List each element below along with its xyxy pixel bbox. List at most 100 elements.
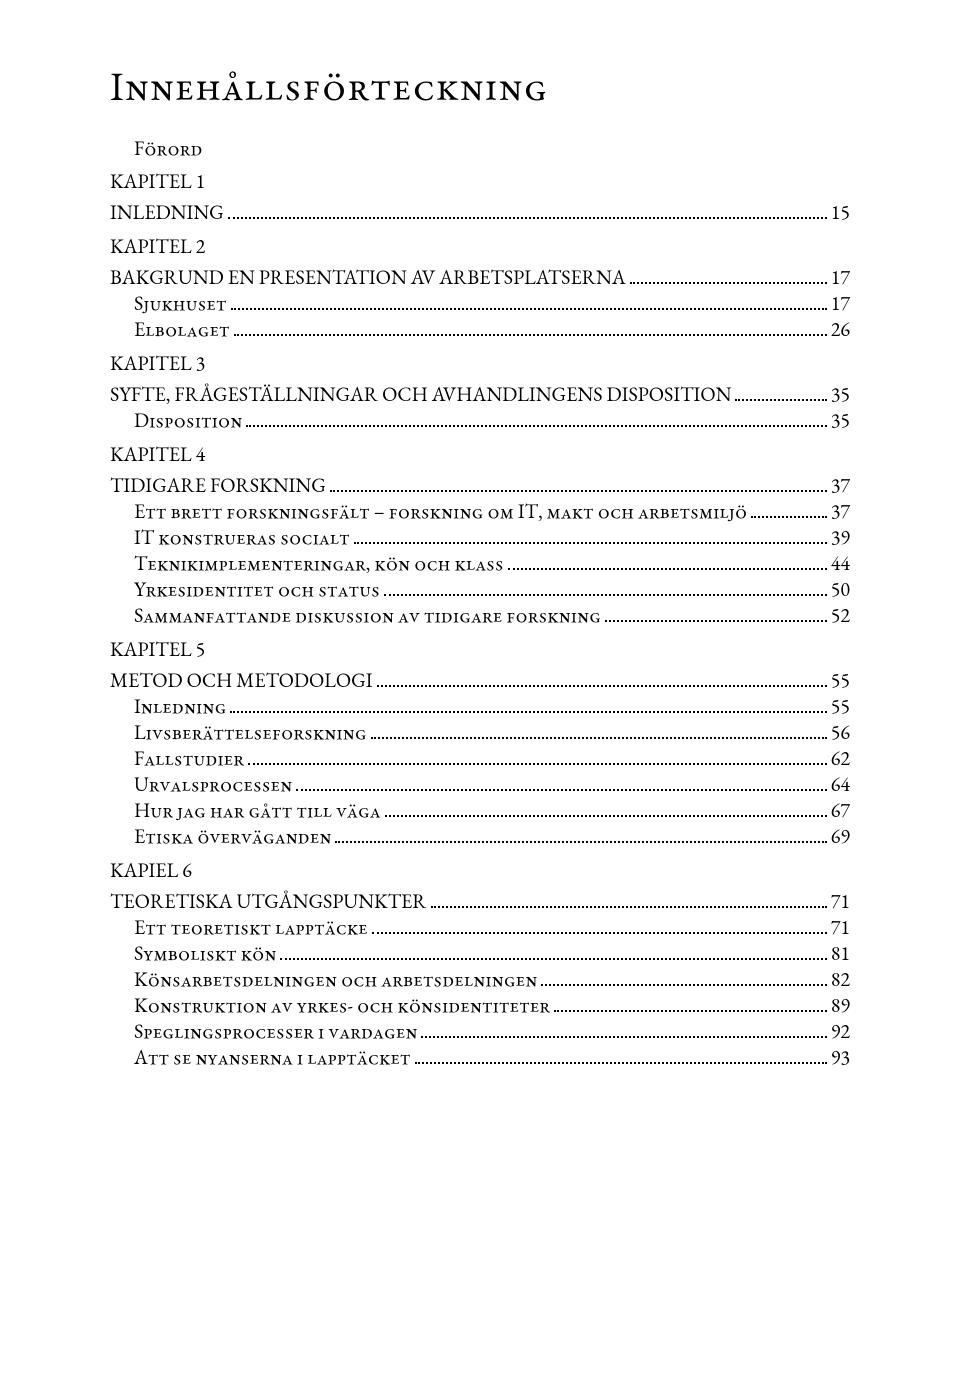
toc-entry: Yrkesidentitet och status 50 bbox=[134, 579, 850, 600]
toc-entry-page: 50 bbox=[831, 579, 850, 599]
toc-entry: Ett brett forskningsfält – forskning om … bbox=[134, 501, 850, 522]
toc-leader bbox=[371, 724, 827, 739]
toc-entry-page: 15 bbox=[831, 202, 850, 222]
toc-entry-label: KAPITEL 4 bbox=[110, 444, 205, 464]
toc-entry-label: TEORETISKA UTGÅNGSPUNKTER bbox=[110, 891, 427, 911]
toc-entry-label: KAPITEL 2 bbox=[110, 236, 205, 256]
toc-entry: TIDIGARE FORSKNING 37 bbox=[110, 469, 850, 496]
toc-entry-page: 82 bbox=[831, 969, 850, 989]
toc-entry-page: 52 bbox=[831, 605, 850, 625]
toc-entry-label: KAPITEL 3 bbox=[110, 353, 205, 373]
toc-entry-label: Förord bbox=[134, 138, 203, 158]
toc-leader bbox=[421, 1023, 826, 1038]
toc-entry-page: 67 bbox=[831, 800, 850, 820]
toc-leader bbox=[231, 295, 827, 310]
toc-entry: IT konstrueras socialt 39 bbox=[134, 527, 850, 548]
toc-entry-label: Inledning bbox=[134, 696, 226, 716]
toc-leader bbox=[248, 750, 827, 765]
toc-entry-page: 71 bbox=[831, 917, 850, 937]
toc-entry-page: 55 bbox=[831, 670, 850, 690]
toc-entry: Etiska överväganden69 bbox=[134, 826, 850, 847]
toc-leader bbox=[280, 945, 826, 960]
toc-leader bbox=[335, 828, 826, 843]
toc-entry: Sjukhuset 17 bbox=[134, 293, 850, 314]
toc-entry-page: 35 bbox=[831, 384, 850, 404]
toc-entry-page: 39 bbox=[831, 527, 850, 547]
toc-leader bbox=[384, 581, 827, 596]
toc-entry-page: 93 bbox=[831, 1047, 850, 1067]
toc-leader bbox=[372, 919, 827, 934]
toc-entry-label: Hur jag har gått till väga bbox=[134, 800, 381, 820]
toc-entry-page: 71 bbox=[831, 891, 850, 911]
toc-entry: Elbolaget 26 bbox=[134, 319, 850, 340]
toc-entry-label: Sjukhuset bbox=[134, 293, 227, 313]
toc-entry-label: Speglingsprocesser i vardagen bbox=[134, 1021, 417, 1041]
toc-entry-page: 81 bbox=[831, 943, 850, 963]
toc-entry-label: KAPIEL 6 bbox=[110, 860, 192, 880]
table-of-contents: Förord KAPITEL 1 INLEDNING 15 KAPITEL 2 BAKGR… bbox=[110, 130, 850, 1068]
toc-entry-label: Sammanfattande diskussion av tidigare fo… bbox=[134, 605, 601, 625]
toc-entry: Disposition 35 bbox=[134, 410, 850, 431]
toc-entry-page: 17 bbox=[831, 293, 850, 313]
toc-entry-page: 26 bbox=[831, 319, 850, 339]
toc-entry: METOD OCH METODOLOGI55 bbox=[110, 664, 850, 691]
toc-entry: Urvalsprocessen64 bbox=[134, 774, 850, 795]
toc-entry: BAKGRUND EN PRESENTATION AV ARBETSPLATSE… bbox=[110, 261, 850, 288]
toc-entry-label: IT konstrueras socialt bbox=[134, 527, 350, 547]
toc-entry-page: 37 bbox=[831, 475, 850, 495]
toc-entry: SYFTE, FRÅGESTÄLLNINGAR OCH AVHANDLINGEN… bbox=[110, 378, 850, 405]
toc-entry: Symboliskt kön 81 bbox=[134, 943, 850, 964]
toc-entry-label: Elbolaget bbox=[134, 319, 230, 339]
toc-entry-label: BAKGRUND EN PRESENTATION AV ARBETSPLATSE… bbox=[110, 267, 626, 287]
toc-entry-label: Konstruktion av yrkes- och könsidentitet… bbox=[134, 995, 550, 1015]
toc-entry-label: SYFTE, FRÅGESTÄLLNINGAR OCH AVHANDLINGEN… bbox=[110, 384, 731, 404]
toc-entry: INLEDNING 15 bbox=[110, 196, 850, 223]
toc-leader bbox=[228, 204, 827, 219]
toc-leader bbox=[377, 672, 827, 687]
toc-leader bbox=[230, 698, 826, 713]
toc-leader bbox=[234, 321, 827, 336]
toc-entry-label: Urvalsprocessen bbox=[134, 774, 292, 794]
toc-entry-label: KAPITEL 5 bbox=[110, 639, 205, 659]
toc-entry: Speglingsprocesser i vardagen92 bbox=[134, 1021, 850, 1042]
toc-entry-label: Disposition bbox=[134, 410, 242, 430]
toc-leader bbox=[605, 607, 827, 622]
toc-entry-page: 89 bbox=[831, 995, 850, 1015]
toc-entry: Sammanfattande diskussion av tidigare fo… bbox=[134, 605, 850, 626]
toc-leader bbox=[296, 776, 827, 791]
toc-entry-label: Symboliskt kön bbox=[134, 943, 276, 963]
toc-leader bbox=[330, 477, 827, 492]
toc-leader bbox=[246, 412, 826, 427]
toc-entry: KAPITEL 4 bbox=[110, 436, 850, 464]
toc-entry: KAPITEL 2 bbox=[110, 228, 850, 256]
toc-entry-label: Yrkesidentitet och status bbox=[134, 579, 380, 599]
toc-entry: Att se nyanserna i lapptäcket 93 bbox=[134, 1047, 850, 1068]
toc-entry: KAPIEL 6 bbox=[110, 852, 850, 880]
toc-leader bbox=[554, 997, 827, 1012]
toc-entry: Ett teoretiskt lapptäcke 71 bbox=[134, 917, 850, 938]
toc-entry: Teknikimplementeringar, kön och klass44 bbox=[134, 553, 850, 574]
toc-entry: Inledning55 bbox=[134, 696, 850, 717]
toc-leader bbox=[541, 971, 826, 986]
page-title: Innehållsförteckning bbox=[110, 60, 850, 112]
toc-entry-page: 37 bbox=[831, 501, 850, 521]
toc-entry-page: 35 bbox=[831, 410, 850, 430]
toc-entry-page: 17 bbox=[831, 267, 850, 287]
toc-entry-label: Ett brett forskningsfält – forskning om … bbox=[134, 501, 747, 521]
toc-entry: Hur jag har gått till väga 67 bbox=[134, 800, 850, 821]
toc-entry-label: TIDIGARE FORSKNING bbox=[110, 475, 326, 495]
toc-leader bbox=[751, 503, 827, 518]
toc-entry: TEORETISKA UTGÅNGSPUNKTER 71 bbox=[110, 885, 850, 912]
toc-entry: KAPITEL 1 bbox=[110, 163, 850, 191]
toc-entry-label: INLEDNING bbox=[110, 202, 224, 222]
toc-leader bbox=[354, 529, 827, 544]
toc-entry-page: 56 bbox=[831, 722, 850, 742]
toc-entry-label: Att se nyanserna i lapptäcket bbox=[134, 1047, 411, 1067]
toc-entry-label: Teknikimplementeringar, kön och klass bbox=[134, 553, 504, 573]
toc-entry-label: Ett teoretiskt lapptäcke bbox=[134, 917, 368, 937]
toc-leader bbox=[385, 802, 827, 817]
toc-entry-label: Könsarbetsdelningen och arbetsdelningen bbox=[134, 969, 537, 989]
toc-leader bbox=[431, 893, 827, 908]
toc-leader bbox=[508, 555, 827, 570]
toc-leader bbox=[630, 269, 827, 284]
